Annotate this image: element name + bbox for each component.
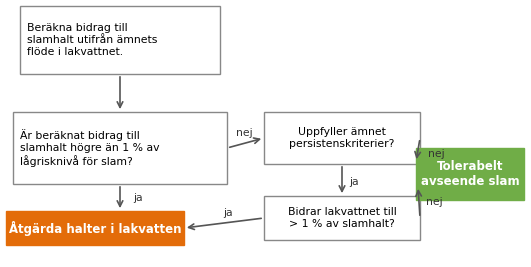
FancyBboxPatch shape — [264, 196, 420, 240]
Text: Tolerabelt
avseende slam: Tolerabelt avseende slam — [421, 160, 519, 188]
Text: ja: ja — [133, 193, 143, 203]
Text: ja: ja — [223, 208, 233, 218]
FancyBboxPatch shape — [6, 211, 184, 245]
FancyBboxPatch shape — [13, 112, 227, 184]
Text: Är beräknat bidrag till
slamhalt högre än 1 % av
lågrisknivå för slam?: Är beräknat bidrag till slamhalt högre ä… — [20, 129, 159, 167]
Text: Uppfyller ämnet
persistenskriterier?: Uppfyller ämnet persistenskriterier? — [289, 127, 395, 149]
Text: Beräkna bidrag till
slamhalt utifrån ämnets
flöde i lakvattnet.: Beräkna bidrag till slamhalt utifrån ämn… — [27, 23, 157, 57]
FancyBboxPatch shape — [20, 6, 220, 74]
FancyBboxPatch shape — [416, 148, 524, 200]
Text: ja: ja — [349, 177, 358, 187]
Text: nej: nej — [426, 197, 443, 207]
Text: Åtgärda halter i lakvatten: Åtgärda halter i lakvatten — [8, 221, 181, 235]
Text: nej: nej — [236, 128, 252, 138]
Text: Bidrar lakvattnet till
> 1 % av slamhalt?: Bidrar lakvattnet till > 1 % av slamhalt… — [288, 207, 396, 229]
FancyBboxPatch shape — [264, 112, 420, 164]
Text: nej: nej — [428, 149, 444, 159]
